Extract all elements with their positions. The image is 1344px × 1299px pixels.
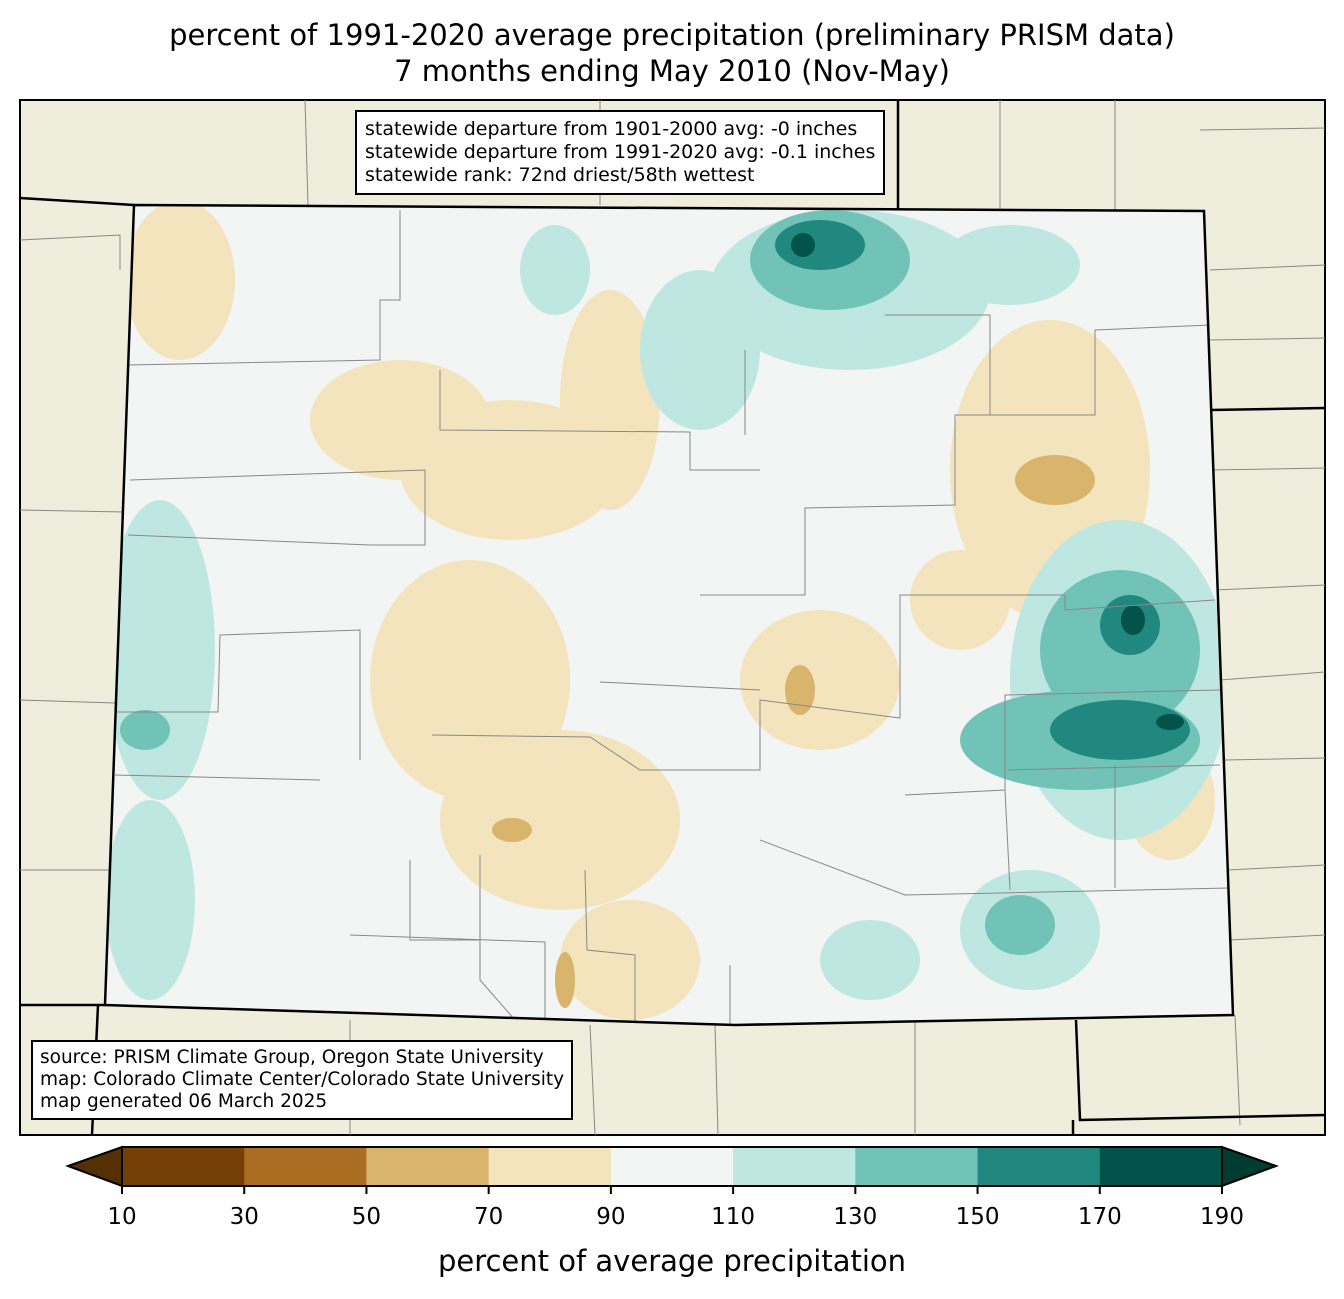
colorbar-tick-label: 30 xyxy=(229,1204,259,1230)
colorbar-bin xyxy=(244,1147,367,1186)
county-lines xyxy=(114,210,1231,1025)
source-line-1: source: PRISM Climate Group, Oregon Stat… xyxy=(40,1047,544,1068)
colorbar-label: percent of average precipitation xyxy=(437,1244,907,1278)
colorbar xyxy=(65,1145,1279,1194)
source-line-2: map: Colorado Climate Center/Colorado St… xyxy=(40,1069,565,1090)
colorbar-bin xyxy=(610,1147,734,1186)
colorbar-bin xyxy=(1099,1147,1223,1186)
title-line-2: 7 months ending May 2010 (Nov-May) xyxy=(394,54,950,88)
source-line-3: map generated 06 March 2025 xyxy=(40,1091,328,1112)
precip-contours xyxy=(105,205,1230,1020)
colorbar-bin xyxy=(977,1147,1101,1186)
colorbar-tick-label: 130 xyxy=(833,1204,878,1230)
colorbar-bin xyxy=(488,1147,612,1186)
colorbar-bin xyxy=(733,1147,856,1186)
stats-line-1: statewide departure from 1901-2000 avg: … xyxy=(365,118,858,140)
colorbar-tick-label: 190 xyxy=(1200,1204,1244,1230)
colorado-outline xyxy=(103,203,1235,1027)
colorbar-tick-label: 50 xyxy=(351,1204,382,1230)
colorbar-bin xyxy=(855,1147,979,1186)
colorbar-tick-label: 90 xyxy=(596,1204,626,1230)
colorbar-tick-label: 70 xyxy=(474,1204,504,1230)
colorbar-over-arrow xyxy=(1221,1145,1279,1188)
statewide-stats-box: statewide departure from 1901-2000 avg: … xyxy=(355,110,886,195)
colorbar-under-arrow xyxy=(65,1145,123,1188)
stats-line-3: statewide rank: 72nd driest/58th wettest xyxy=(365,164,755,186)
colorbar-tick-label: 110 xyxy=(711,1204,756,1230)
colorbar-tick-label: 170 xyxy=(1077,1204,1122,1230)
colorbar-tick-label: 150 xyxy=(955,1204,1000,1230)
colorbar-bin xyxy=(122,1147,245,1186)
stats-line-2: statewide departure from 1991-2020 avg: … xyxy=(365,141,876,163)
colorbar-tick-label: 10 xyxy=(107,1204,137,1230)
title-line-1: percent of 1991-2020 average precipitati… xyxy=(169,18,1175,52)
colorbar-bin xyxy=(366,1147,490,1186)
source-box: source: PRISM Climate Group, Oregon Stat… xyxy=(31,1040,574,1120)
